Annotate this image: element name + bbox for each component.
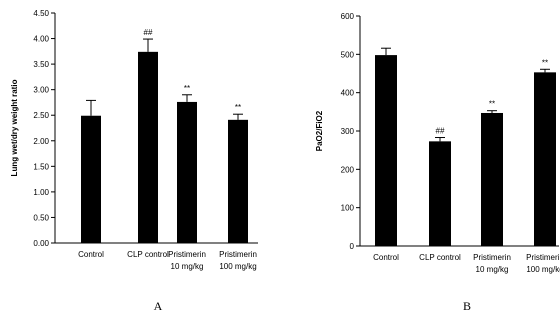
panel-b-category-label: Pristimerin xyxy=(526,253,560,262)
panel-a-y-tick-label: 4.50 xyxy=(33,9,49,18)
panel-a-category-label: CLP control xyxy=(127,250,169,259)
panel-b-significance-label: ## xyxy=(436,127,445,136)
panel-a-significance-label: ## xyxy=(144,28,153,37)
panel-a-y-tick-label: 1.50 xyxy=(33,162,49,171)
panel-a-y-tick-label: 0.50 xyxy=(33,213,49,222)
panel-a-bar xyxy=(228,119,248,243)
panel-b-y-tick-label: 500 xyxy=(341,50,355,59)
panel-b-category-label: 10 mg/kg xyxy=(476,265,509,274)
panel-a-y-tick-label: 0.00 xyxy=(33,239,49,248)
panel-b-y-tick-label: 0 xyxy=(350,242,355,251)
panel-a-y-tick-label: 2.00 xyxy=(33,137,49,146)
panel-a-category-label: Pristimerin xyxy=(219,250,257,259)
panel-b-bar xyxy=(481,112,503,246)
panel-a-significance-label: ** xyxy=(235,103,241,112)
panel-b-category-label: 100 mg/kg xyxy=(526,265,560,274)
panel-a-bar xyxy=(138,51,158,243)
panel-b-label: B xyxy=(463,299,471,313)
panel-b-y-tick-label: 400 xyxy=(341,89,355,98)
panel-a-category-label: Pristimerin xyxy=(168,250,206,259)
panel-a-y-axis-label: Lung wet/dry weight ratio xyxy=(10,79,19,176)
panel-b-bar xyxy=(534,72,556,246)
panel-b-category-label: Pristimerin xyxy=(473,253,511,262)
panel-b-bar xyxy=(375,55,397,246)
panel-b-y-axis-label: PaO2/FiO2 xyxy=(315,110,324,151)
panel-b-category-label: Control xyxy=(373,253,399,262)
panel-a-bar xyxy=(177,101,197,243)
panel-b-bar xyxy=(429,141,451,246)
panel-a-category-label: Control xyxy=(78,250,104,259)
panel-b-y-tick-label: 300 xyxy=(341,127,355,136)
panel-a-y-tick-label: 2.50 xyxy=(33,111,49,120)
panel-a-category-label: 100 mg/kg xyxy=(219,262,256,271)
panel-a-significance-label: ** xyxy=(184,84,190,93)
panel-a-y-tick-label: 3.50 xyxy=(33,60,49,69)
panel-a-y-tick-label: 4.00 xyxy=(33,35,49,44)
panel-b-significance-label: ** xyxy=(542,58,548,67)
panel-a-y-tick-label: 1.00 xyxy=(33,188,49,197)
panel-b-significance-label: ** xyxy=(489,100,495,109)
panel-a-y-tick-label: 3.00 xyxy=(33,86,49,95)
panel-a-bar xyxy=(81,115,101,243)
panel-b-category-label: CLP control xyxy=(419,253,461,262)
panel-b-y-tick-label: 100 xyxy=(341,204,355,213)
panel-a-category-label: 10 mg/kg xyxy=(171,262,204,271)
panel-a-label: A xyxy=(154,299,163,313)
panel-b-y-tick-label: 200 xyxy=(341,165,355,174)
panel-b-y-tick-label: 600 xyxy=(341,12,355,21)
